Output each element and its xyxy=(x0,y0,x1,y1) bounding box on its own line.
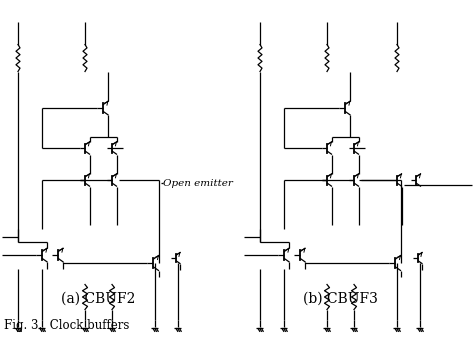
Text: (b) CBUF3: (b) CBUF3 xyxy=(302,292,377,306)
Text: (a) CBUF2: (a) CBUF2 xyxy=(61,292,135,306)
Text: Open emitter: Open emitter xyxy=(163,178,233,188)
Text: Fig. 3.  Clock buffers: Fig. 3. Clock buffers xyxy=(4,319,129,332)
